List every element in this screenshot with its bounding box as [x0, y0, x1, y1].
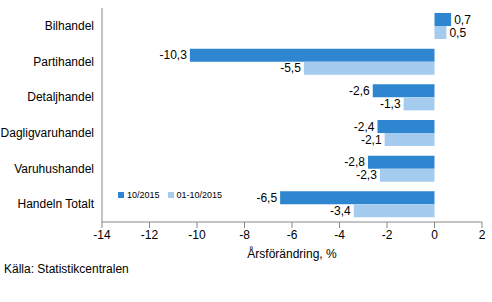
svg-text:-1,3: -1,3 [380, 97, 401, 111]
svg-text:-6: -6 [287, 228, 298, 242]
svg-text:-8: -8 [239, 228, 250, 242]
svg-text:Detaljhandel: Detaljhandel [27, 90, 94, 104]
svg-text:-2,4: -2,4 [354, 120, 375, 134]
html-text:Källa: Statistikcentralen: Källa: Statistikcentralen [4, 262, 129, 276]
svg-text:-2: -2 [382, 228, 393, 242]
svg-text:-2,3: -2,3 [356, 168, 377, 182]
svg-text:2: 2 [479, 228, 484, 242]
svg-text:-10: -10 [188, 228, 206, 242]
svg-text:-5,5: -5,5 [280, 61, 301, 75]
svg-text:Årsförändring, %: Årsförändring, % [247, 246, 337, 261]
svg-text:-12: -12 [141, 228, 159, 242]
svg-text:Handeln Totalt: Handeln Totalt [18, 197, 95, 211]
svg-text:Bilhandel: Bilhandel [45, 19, 94, 33]
svg-text:Partihandel: Partihandel [33, 55, 94, 69]
svg-text:Varuhushandel: Varuhushandel [14, 162, 94, 176]
svg-text:0,7: 0,7 [454, 13, 471, 27]
svg-text:0,5: 0,5 [449, 26, 466, 40]
svg-text:-2,6: -2,6 [349, 84, 370, 98]
svg-text:-6,5: -6,5 [256, 191, 277, 205]
svg-text:-4: -4 [334, 228, 345, 242]
svg-text:-2,1: -2,1 [361, 133, 382, 147]
svg-text:-3,4: -3,4 [330, 204, 351, 218]
svg-text:-10,3: -10,3 [160, 48, 188, 62]
svg-text:0: 0 [431, 228, 438, 242]
html-text:10/2015: 10/2015 [127, 190, 160, 200]
html-text:01-10/2015: 01-10/2015 [176, 190, 223, 200]
svg-text:-2,8: -2,8 [344, 155, 365, 169]
svg-text:-14: -14 [93, 228, 111, 242]
svg-text:Dagligvaruhandel: Dagligvaruhandel [8, 126, 94, 140]
